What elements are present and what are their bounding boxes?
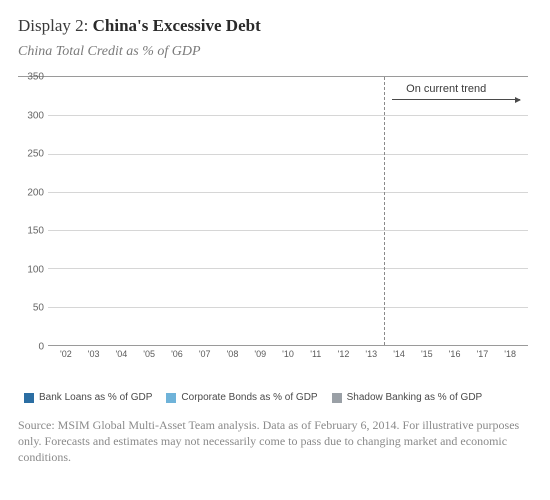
legend-label: Bank Loans as % of GDP: [39, 392, 152, 403]
x-tick-label: '17: [476, 349, 488, 359]
legend-label: Corporate Bonds as % of GDP: [181, 392, 317, 403]
x-tick-label: '12: [338, 349, 350, 359]
y-tick-label: 250: [18, 149, 44, 160]
gridline: [48, 154, 528, 155]
y-tick-label: 200: [18, 187, 44, 198]
y-tick-label: 50: [18, 303, 44, 314]
x-tick-label: '10: [282, 349, 294, 359]
legend-item: Shadow Banking as % of GDP: [332, 392, 483, 403]
x-tick-label: '03: [88, 349, 100, 359]
legend: Bank Loans as % of GDP Corporate Bonds as…: [18, 392, 532, 403]
y-tick-label: 150: [18, 226, 44, 237]
x-tick-label: '18: [504, 349, 516, 359]
x-tick-label: '16: [449, 349, 461, 359]
x-tick-label: '02: [60, 349, 72, 359]
y-tick-label: 300: [18, 110, 44, 121]
y-tick-label: 350: [18, 72, 44, 83]
display-title: Display 2: China's Excessive Debt: [18, 16, 532, 36]
plot-region: '02'03'04'05'06'07'08'09'10'11'12'13'14'…: [48, 77, 528, 346]
x-tick-label: '13: [365, 349, 377, 359]
display-prefix: Display 2:: [18, 16, 93, 35]
chart-area: '02 '03 '04 '05 '06 '07 '08 '09 '10 '11 '12 '13 '14 '…: [18, 76, 528, 366]
trend-label: On current trend: [406, 83, 486, 95]
gridline: [48, 268, 528, 269]
bars-container: '02'03'04'05'06'07'08'09'10'11'12'13'14'…: [48, 77, 528, 345]
legend-swatch: [166, 393, 176, 403]
y-tick-label: 100: [18, 264, 44, 275]
legend-label: Shadow Banking as % of GDP: [347, 392, 483, 403]
x-tick-label: '14: [393, 349, 405, 359]
legend-item: Bank Loans as % of GDP: [24, 392, 152, 403]
display-title-bold: China's Excessive Debt: [93, 16, 261, 35]
x-tick-label: '08: [227, 349, 239, 359]
x-tick-label: '04: [116, 349, 128, 359]
gridline: [48, 115, 528, 116]
y-tick-label: 0: [18, 342, 44, 353]
x-tick-label: '09: [254, 349, 266, 359]
legend-swatch: [332, 393, 342, 403]
chart-subtitle: China Total Credit as % of GDP: [18, 44, 532, 60]
x-tick-label: '07: [199, 349, 211, 359]
gridline: [48, 307, 528, 308]
legend-swatch: [24, 393, 34, 403]
trend-arrow: [392, 99, 520, 100]
x-tick-label: '11: [310, 349, 321, 359]
x-tick-label: '05: [143, 349, 155, 359]
source-note: Source: MSIM Global Multi-Asset Team ana…: [18, 417, 532, 466]
x-tick-label: '06: [171, 349, 183, 359]
gridline: [48, 192, 528, 193]
forecast-divider: [384, 77, 385, 345]
legend-item: Corporate Bonds as % of GDP: [166, 392, 317, 403]
x-tick-label: '15: [421, 349, 433, 359]
gridline: [48, 230, 528, 231]
